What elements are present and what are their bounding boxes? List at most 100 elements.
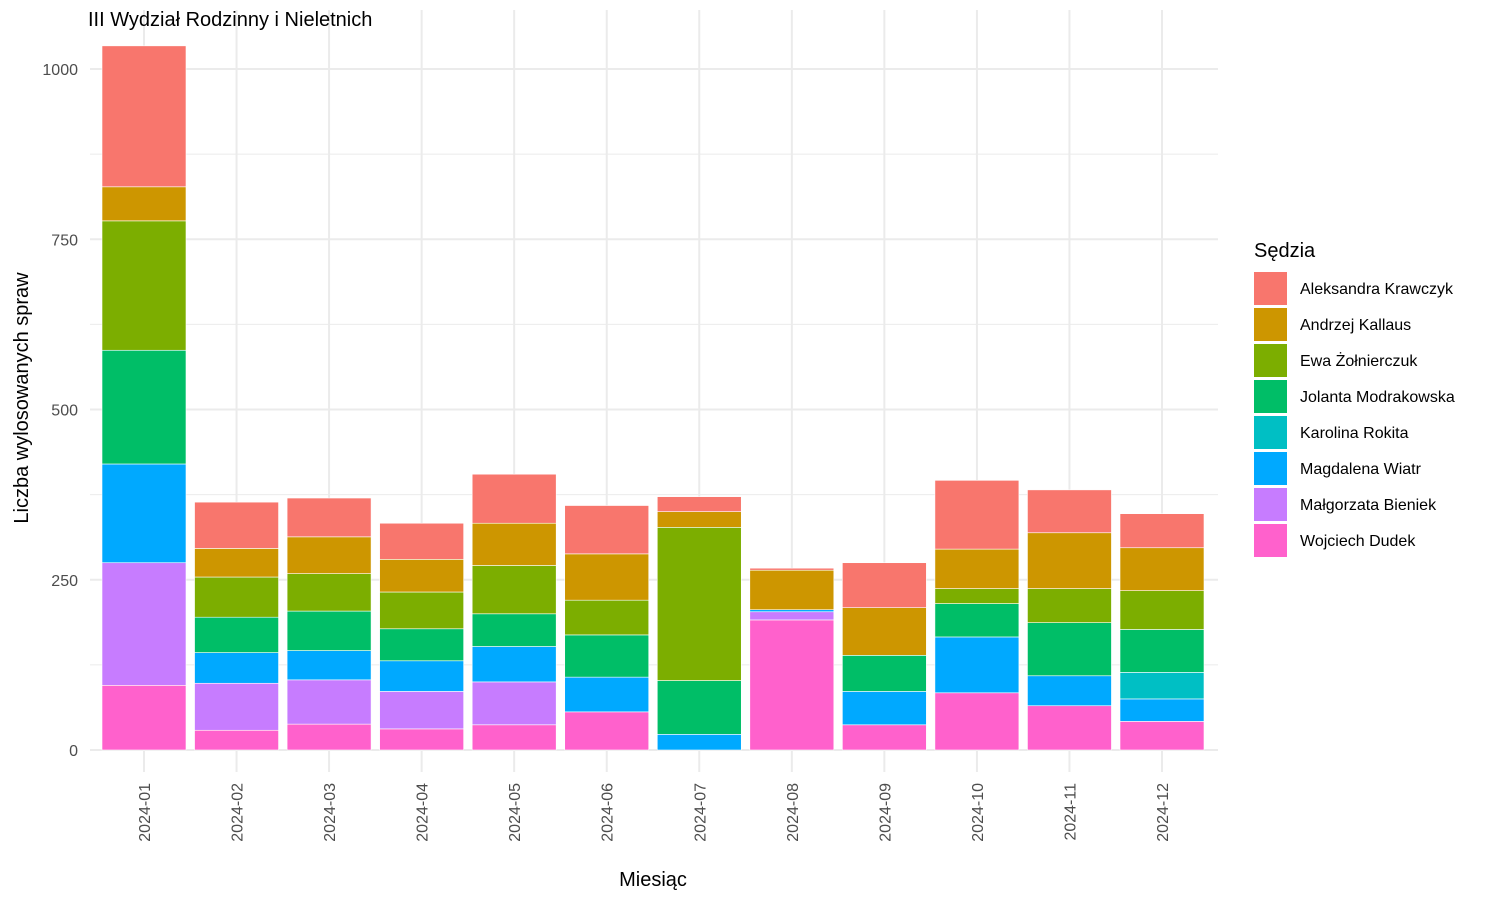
bar-segment (934, 588, 1020, 604)
x-tick-label: 2024-08 (785, 783, 802, 842)
x-tick-label: 2024-12 (1155, 783, 1172, 842)
bar-segment (379, 591, 464, 630)
bar-segment (471, 724, 557, 751)
bar-segment (471, 681, 557, 726)
x-tick-label: 2024-04 (415, 783, 432, 842)
bar-segment (286, 497, 372, 538)
legend-label: Małgorzata Bieniek (1300, 497, 1437, 514)
bar-segment (101, 220, 187, 351)
bar-segment (564, 711, 650, 751)
bar-segment (749, 611, 835, 621)
bar-segment (1027, 588, 1112, 623)
bar-segment (286, 723, 372, 751)
bar-segment (934, 603, 1020, 638)
bar-segment (379, 522, 464, 560)
bar-segment (1119, 629, 1205, 673)
bar-segment (286, 573, 372, 612)
bar-segment (656, 527, 742, 681)
bar-segment (194, 729, 279, 751)
legend-swatch (1254, 344, 1287, 377)
legend-label: Ewa Żołnierczuk (1300, 351, 1418, 370)
bar-segment (471, 473, 557, 524)
legend-swatch (1254, 488, 1287, 521)
bar-segment (564, 599, 650, 636)
y-axis-title: Liczba wylosowanych spraw (11, 272, 33, 524)
bar-segment (842, 691, 927, 726)
x-tick-label: 2024-10 (970, 783, 987, 842)
legend-label: Magdalena Wiatr (1300, 461, 1422, 478)
bar-segment (101, 349, 187, 465)
bar-segment (1119, 513, 1205, 549)
bar-segment (101, 463, 187, 564)
bar-segment (379, 691, 464, 730)
x-tick-label: 2024-11 (1062, 783, 1079, 841)
legend-title: Sędzia (1254, 240, 1316, 262)
bar-segment (1119, 547, 1205, 591)
bar-segment (194, 576, 279, 618)
bar-segment (749, 609, 835, 613)
bar-segment (101, 45, 187, 188)
bar-segment (194, 548, 279, 578)
bar-segment (749, 567, 835, 571)
bar-segment (749, 569, 835, 611)
legend-swatch (1254, 524, 1287, 557)
bar-segment (1027, 622, 1112, 677)
bar-segment (101, 186, 187, 222)
bar-segment (842, 607, 927, 656)
bar-segment (934, 636, 1020, 694)
bar-segment (934, 692, 1020, 751)
bar-segment (471, 613, 557, 647)
bar-segment (749, 619, 835, 751)
legend-swatch (1254, 452, 1287, 485)
x-tick-label: 2024-09 (877, 783, 894, 842)
legend-label: Aleksandra Krawczyk (1300, 281, 1454, 298)
bar-segment (842, 655, 927, 692)
bar-segment (934, 480, 1020, 550)
bar-segment (101, 685, 187, 751)
bar-segment (1119, 721, 1205, 751)
bar-segment (194, 501, 279, 549)
legend: Sędzia Aleksandra Krawczyk Andrzej Kallau… (1254, 240, 1455, 557)
x-axis-ticks: 2024-01 2024-02 2024-03 2024-04 2024-05 2024-… (137, 783, 1172, 842)
x-tick-label: 2024-03 (322, 783, 339, 842)
legend-label: Jolanta Modrakowska (1300, 389, 1455, 406)
bar-segment (564, 634, 650, 678)
chart-title: III Wydział Rodzinny i Nieletnich (88, 9, 372, 31)
x-tick-label: 2024-02 (230, 783, 247, 842)
bar-segment (1027, 705, 1112, 751)
y-tick-label: 500 (51, 403, 78, 420)
legend-swatch (1254, 308, 1287, 341)
bar-segment (194, 682, 279, 731)
bar-segment (379, 660, 464, 692)
bar-segment (1119, 672, 1205, 700)
legend-label: Wojciech Dudek (1300, 533, 1416, 550)
bar-segment (934, 548, 1020, 589)
y-tick-label: 0 (69, 743, 78, 760)
bar-segment (471, 565, 557, 615)
legend-swatch (1254, 272, 1287, 305)
legend-label: Karolina Rokita (1300, 425, 1409, 442)
bar-segment (842, 562, 927, 608)
y-tick-label: 750 (51, 232, 78, 249)
x-tick-label: 2024-01 (137, 783, 154, 842)
bar-segment (1027, 675, 1112, 707)
x-tick-label: 2024-06 (600, 783, 617, 842)
bar-segment (1119, 590, 1205, 630)
bar-segment (379, 728, 464, 751)
bar-segment (656, 496, 742, 512)
bar-segment (564, 553, 650, 601)
bar-segment (379, 628, 464, 662)
bar-segment (286, 650, 372, 681)
y-tick-label: 1000 (42, 62, 78, 79)
x-tick-label: 2024-07 (692, 783, 709, 842)
y-tick-label: 250 (51, 573, 78, 590)
bars (101, 45, 1205, 751)
bar-segment (471, 646, 557, 683)
bar-segment (194, 652, 279, 684)
bar-segment (1027, 532, 1112, 589)
bar-segment (379, 559, 464, 593)
bar-segment (286, 679, 372, 725)
bar-segment (471, 522, 557, 566)
bar-segment (656, 511, 742, 528)
